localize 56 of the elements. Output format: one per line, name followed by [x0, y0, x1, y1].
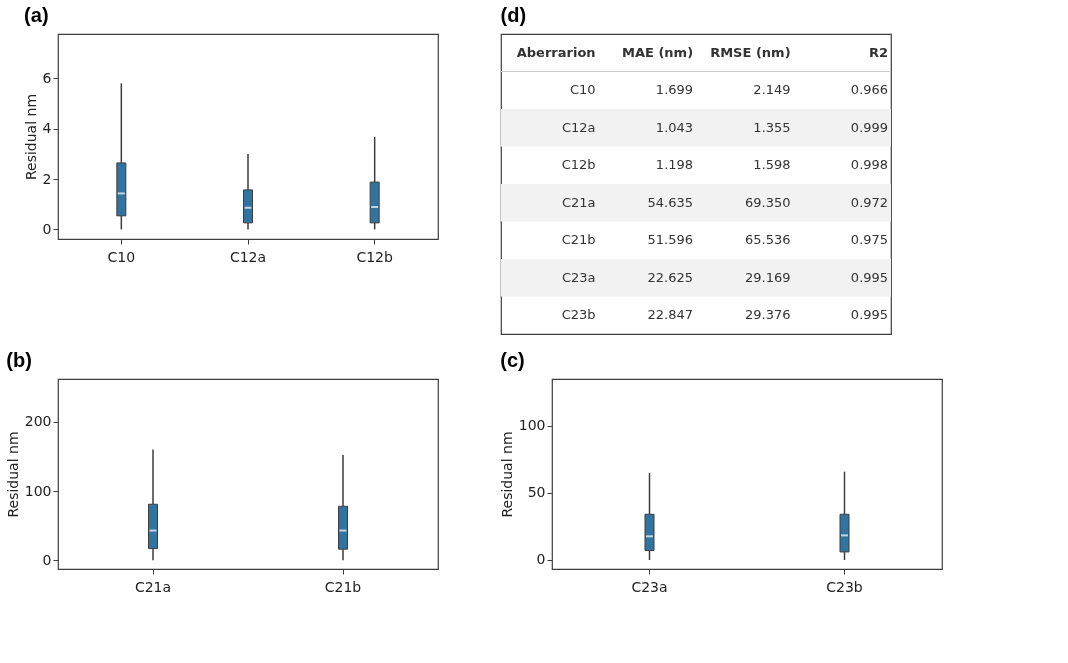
x-tick-label: C21b — [324, 578, 362, 595]
y-axis-title: Residual nm — [498, 431, 515, 518]
category-label: C23a — [561, 269, 596, 285]
data-label: 51.596 — [647, 232, 694, 248]
data-label: 1.355 — [753, 119, 791, 135]
y-tick-label: 0 — [42, 551, 52, 568]
text: (d) — [500, 4, 527, 26]
category-label: C21b — [561, 232, 596, 248]
chart-title: (b) — [6, 349, 32, 371]
data-label: 0.999 — [850, 119, 889, 135]
data-label: 22.625 — [647, 269, 694, 285]
y-tick-label: 0 — [42, 220, 52, 237]
chart-title: (c) — [500, 349, 525, 371]
y-tick-label: 50 — [527, 484, 546, 501]
data-label: 0.995 — [850, 269, 889, 285]
data-label: 29.169 — [745, 269, 791, 285]
data-label: 1.598 — [753, 157, 791, 173]
data-label: 1.699 — [655, 82, 694, 98]
y-tick-label: 6 — [42, 69, 52, 86]
data-label: 0.966 — [850, 82, 889, 98]
y-tick-label: 0 — [536, 551, 546, 568]
data-label: 0.998 — [850, 157, 889, 173]
y-axis-title: Residual nm — [22, 93, 39, 181]
data-label: 1.198 — [655, 157, 694, 173]
y-tick-label: 100 — [518, 417, 546, 434]
data-label: 0.972 — [850, 194, 889, 210]
data-label: 0.975 — [850, 232, 889, 248]
x-tick-label: C23a — [631, 578, 668, 595]
y-tick-label: 200 — [24, 413, 52, 430]
x-tick-label: C12b — [356, 248, 394, 265]
category-label: C12a — [561, 119, 596, 135]
data-label: 54.635 — [647, 194, 694, 210]
data-label: 22.847 — [647, 307, 694, 323]
y-tick-label: 2 — [42, 170, 52, 187]
category-label: C12b — [561, 157, 596, 173]
text: MAE (nm) — [621, 44, 694, 60]
data-label: 65.536 — [745, 232, 791, 248]
y-axis-title: Residual nm — [4, 431, 21, 518]
text: RMSE (nm) — [710, 44, 791, 60]
y-tick-label: 100 — [24, 482, 52, 499]
data-label: 1.043 — [655, 119, 694, 135]
data-label: 29.376 — [745, 307, 791, 323]
text: Aberrarion — [516, 44, 596, 60]
x-tick-label: C10 — [107, 248, 136, 265]
data-label: 0.995 — [850, 307, 889, 323]
y-tick-label: 4 — [42, 120, 52, 137]
category-label: C10 — [569, 82, 596, 98]
data-label: 2.149 — [753, 82, 791, 98]
x-tick-label: C12a — [229, 248, 267, 265]
x-tick-label: C23b — [826, 578, 863, 595]
chart-title: (a) — [24, 4, 49, 26]
x-tick-label: C21a — [134, 578, 172, 595]
category-label: C23b — [561, 307, 596, 323]
category-label: C21a — [561, 194, 596, 210]
text: R2 — [869, 44, 889, 60]
data-label: 69.350 — [745, 194, 791, 210]
